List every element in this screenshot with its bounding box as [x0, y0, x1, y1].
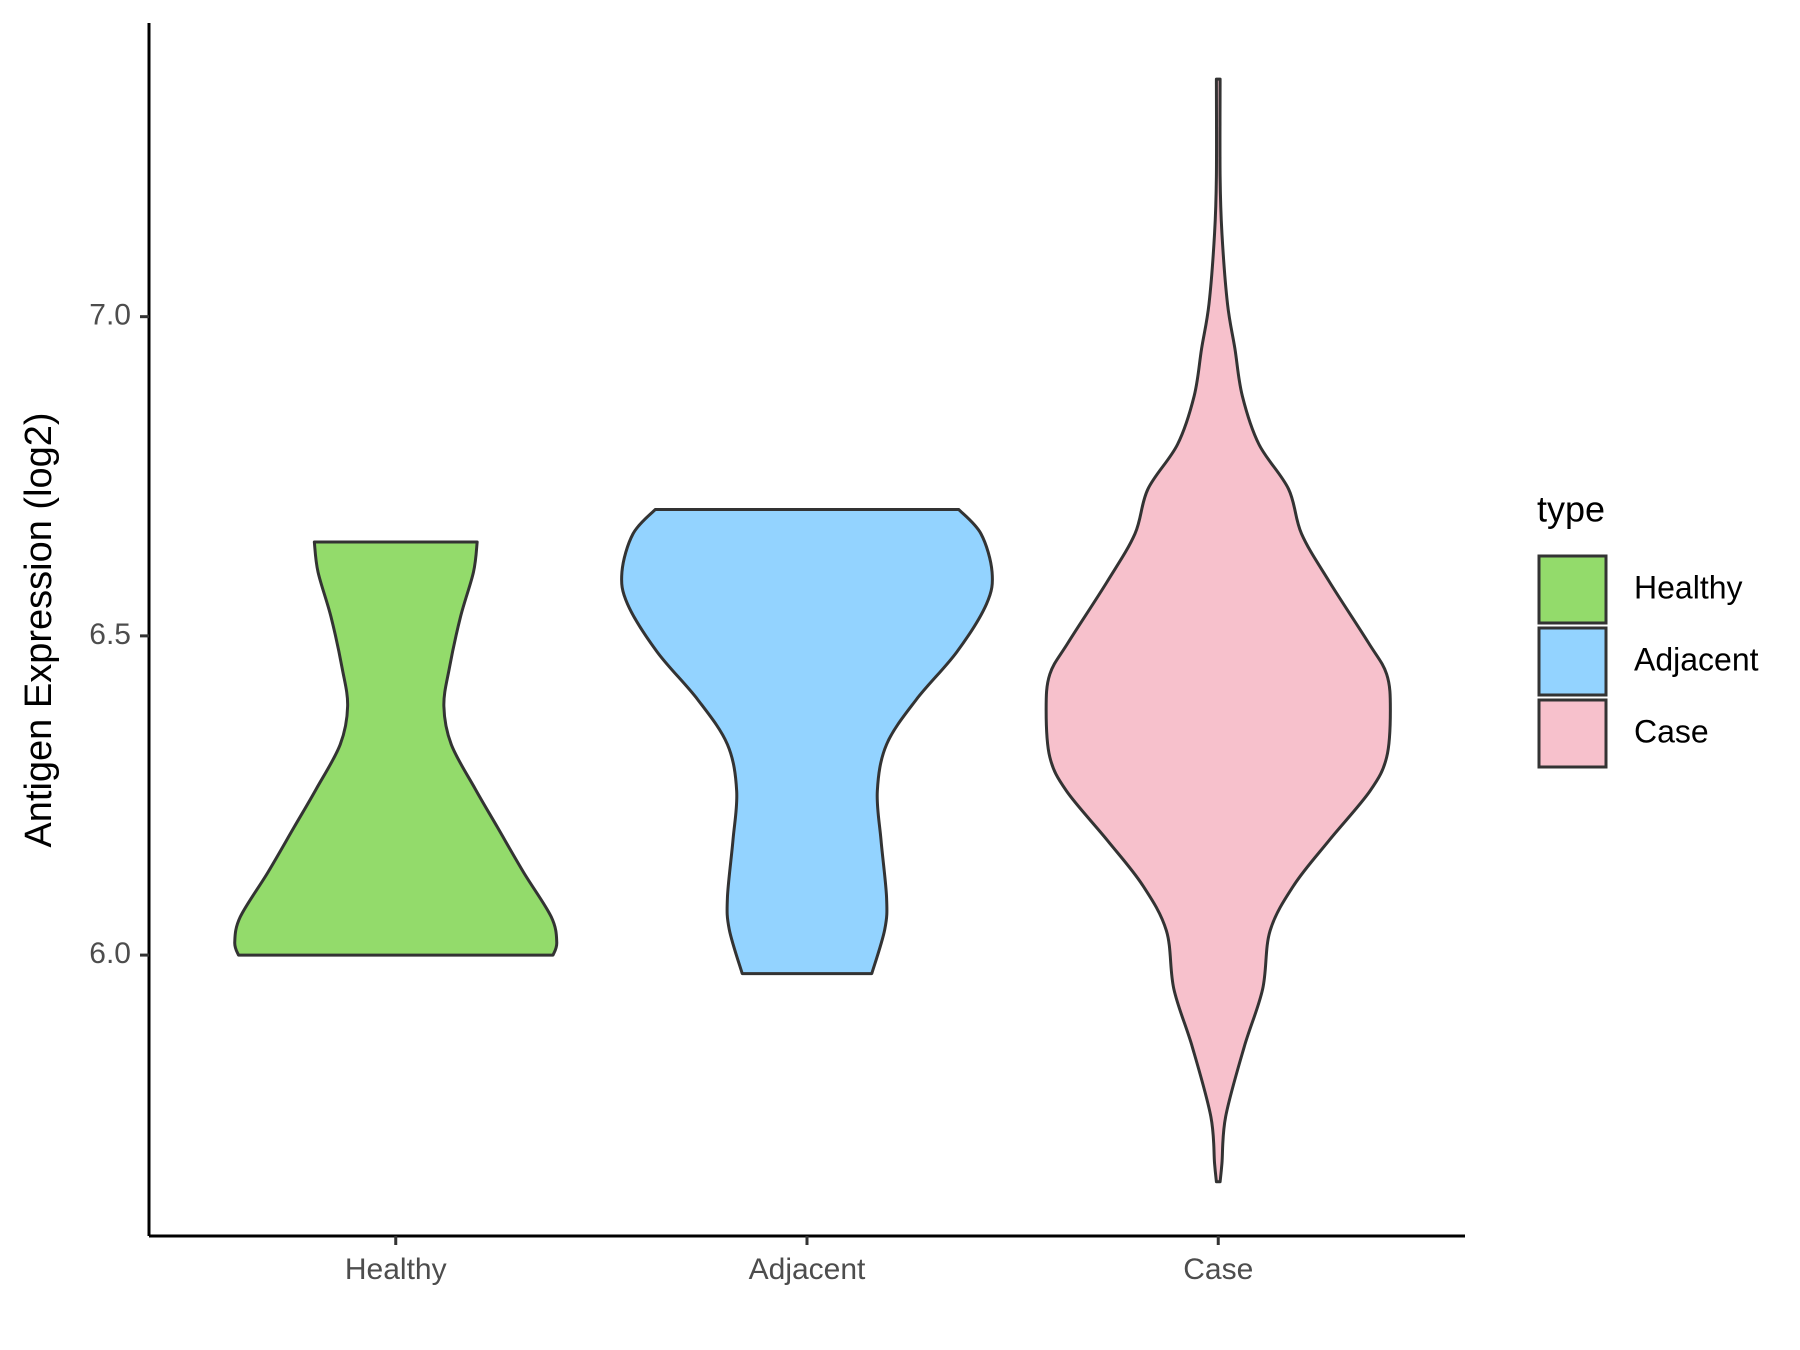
legend-key: [1537, 626, 1608, 697]
legend-key: [1537, 554, 1608, 625]
x-tick-label: Adjacent: [749, 1253, 866, 1286]
legend-key: [1537, 698, 1608, 769]
x-tick-label: Healthy: [345, 1253, 447, 1286]
legend-label: Case: [1634, 713, 1709, 749]
y-tick-label: 6.0: [89, 937, 131, 970]
legend-label: Adjacent: [1634, 641, 1759, 677]
violin: [233, 540, 559, 957]
legend-title: type: [1537, 489, 1605, 530]
violin: [1044, 77, 1392, 1184]
y-axis-title: Antigen Expression (log2): [18, 412, 60, 847]
y-tick-label: 6.5: [89, 618, 131, 651]
x-tick-label: Case: [1183, 1253, 1253, 1286]
legend-label: Healthy: [1634, 569, 1743, 605]
violin: [620, 507, 994, 976]
y-tick-label: 7.0: [89, 299, 131, 332]
